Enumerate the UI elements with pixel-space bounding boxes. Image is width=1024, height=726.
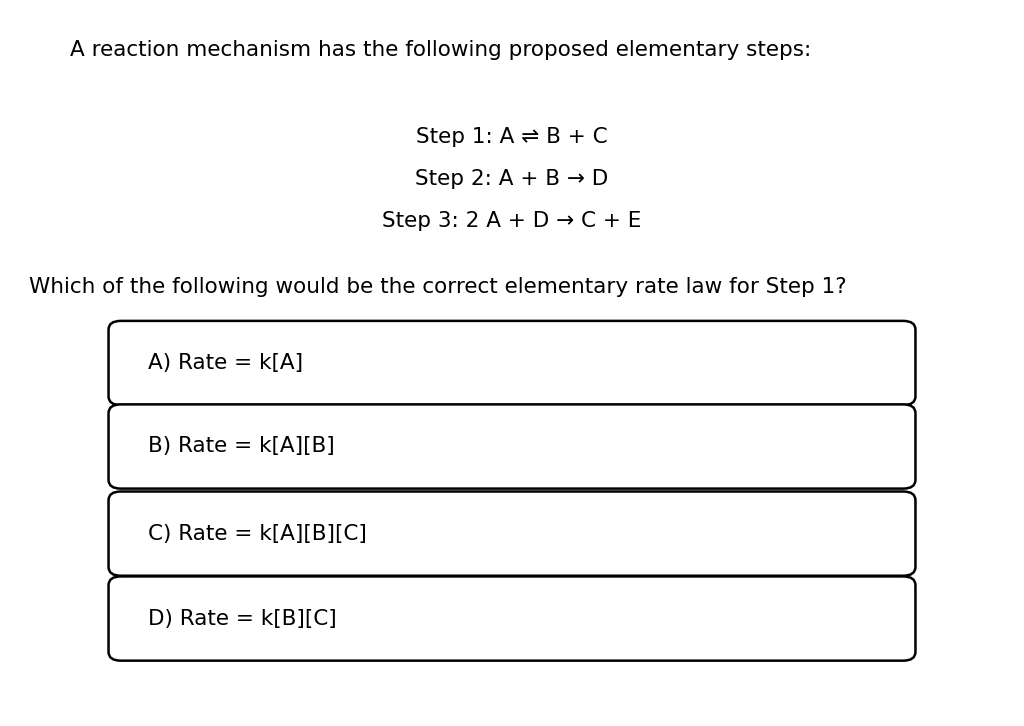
FancyBboxPatch shape [109,404,915,489]
Text: B) Rate = k[A][B]: B) Rate = k[A][B] [148,436,335,457]
Text: Step 2: A + B → D: Step 2: A + B → D [416,169,608,189]
Text: A reaction mechanism has the following proposed elementary steps:: A reaction mechanism has the following p… [70,40,811,60]
Text: C) Rate = k[A][B][C]: C) Rate = k[A][B][C] [148,523,368,544]
Text: A) Rate = k[A]: A) Rate = k[A] [148,353,303,373]
Text: Step 3: 2 A + D → C + E: Step 3: 2 A + D → C + E [382,211,642,232]
FancyBboxPatch shape [109,321,915,405]
FancyBboxPatch shape [109,576,915,661]
FancyBboxPatch shape [109,492,915,576]
Text: Which of the following would be the correct elementary rate law for Step 1?: Which of the following would be the corr… [29,277,846,298]
Text: D) Rate = k[B][C]: D) Rate = k[B][C] [148,608,337,629]
Text: Step 1: A ⇌ B + C: Step 1: A ⇌ B + C [416,127,608,147]
